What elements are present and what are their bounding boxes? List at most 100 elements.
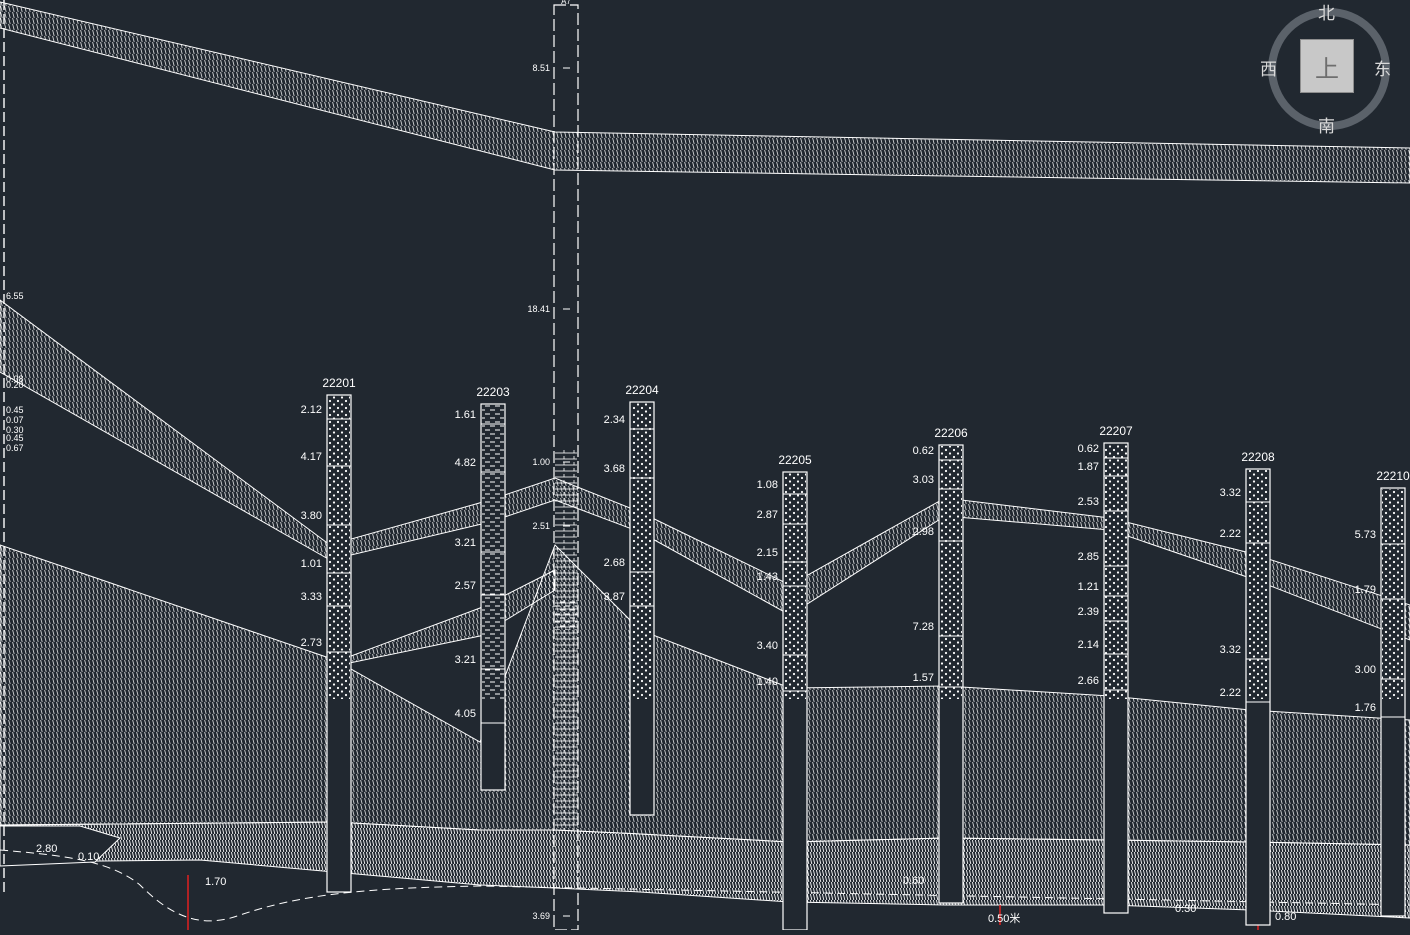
borehole-22208-thickness-1: 3.32 — [1220, 487, 1241, 499]
borehole-22206-thickness-5: 1.57 — [913, 672, 934, 684]
bottom-label-6: 0.30 — [1175, 903, 1196, 915]
view-cube-compass[interactable]: 上 北 南 东 西 — [1260, 2, 1392, 136]
edge-label-8: 0.67 — [6, 443, 24, 453]
borehole-22207-thickness-5: 1.21 — [1078, 581, 1099, 593]
borehole-fill-22207 — [1105, 444, 1127, 699]
dark-pocket — [0, 825, 121, 867]
view-cube-ring[interactable] — [1268, 8, 1390, 130]
borehole-22208-thickness-3: 3.32 — [1220, 644, 1241, 656]
borehole-22206-thickness-2: 3.03 — [913, 474, 934, 486]
borehole-22203-thickness-4: 2.57 — [455, 580, 476, 592]
borehole-fill-22208 — [1247, 470, 1269, 699]
edge-label-5: 0.07 — [6, 415, 24, 425]
borehole-fill-22201 — [328, 396, 350, 699]
borehole-22206-thickness-4: 7.28 — [913, 621, 934, 633]
main-column-thickness-1: 8.51 — [532, 63, 550, 73]
bottom-label-2: 0.10 — [78, 851, 99, 863]
borehole-22206-thickness-3: 2.98 — [913, 526, 934, 538]
lower-stratum-band — [0, 544, 1410, 846]
borehole-id-22206: 22206 — [934, 426, 968, 440]
borehole-22207-thickness-1: 0.62 — [1078, 443, 1099, 455]
borehole-22201-thickness-1: 2.12 — [301, 404, 322, 416]
upper-stratum-band — [0, 1, 1410, 184]
dashed-base-line — [0, 849, 1410, 922]
borehole-id-22201: 22201 — [322, 376, 356, 390]
borehole-22201-thickness-2: 4.17 — [301, 451, 322, 463]
compass-west-label[interactable]: 西 — [1260, 60, 1277, 79]
main-column-lithology — [555, 450, 577, 830]
borehole-22203-thickness-3: 3.21 — [455, 537, 476, 549]
view-cube-top-face[interactable]: 上 — [1300, 39, 1354, 93]
borehole-id-22203: 22203 — [476, 385, 510, 399]
borehole-id-22208: 22208 — [1241, 450, 1275, 464]
edge-label-1: 6.55 — [6, 291, 24, 301]
middle-stratum-band — [0, 299, 1410, 641]
borehole-id-22205: 22205 — [778, 453, 812, 467]
edge-label-7: 0.45 — [6, 433, 24, 443]
borehole-22201 — [326, 394, 352, 893]
borehole-id-22207: 22207 — [1099, 424, 1133, 438]
borehole-22205-thickness-6: 1.40 — [757, 676, 778, 688]
compass-east-label[interactable]: 东 — [1374, 60, 1391, 79]
borehole-22207-thickness-3: 2.53 — [1078, 496, 1099, 508]
main-column-thickness-2: 18.41 — [527, 304, 550, 314]
borehole-22201-thickness-3: 3.80 — [301, 510, 322, 522]
borehole-22206-thickness-1: 0.62 — [913, 445, 934, 457]
borehole-22205-thickness-1: 1.08 — [757, 479, 778, 491]
borehole-22204-thickness-4: 3.87 — [604, 591, 625, 603]
borehole-22201-thickness-5: 3.33 — [301, 591, 322, 603]
main-column-id: A7 — [561, 0, 571, 6]
borehole-22205-thickness-3: 2.15 — [757, 547, 778, 559]
borehole-22210-thickness-4: 1.76 — [1355, 702, 1376, 714]
edge-label-3: 0.20 — [6, 380, 24, 390]
borehole-22210 — [1380, 487, 1406, 917]
bottom-label-7: 0.80 — [1275, 911, 1296, 923]
borehole-22203 — [480, 403, 506, 791]
borehole-fill-22210 — [1382, 489, 1404, 699]
borehole-22210-thickness-3: 3.00 — [1355, 664, 1376, 676]
borehole-22208-thickness-2: 2.22 — [1220, 528, 1241, 540]
compass-north-label[interactable]: 北 — [1318, 4, 1335, 23]
borehole-22207-thickness-8: 2.66 — [1078, 675, 1099, 687]
borehole-22205-thickness-2: 2.87 — [757, 509, 778, 521]
borehole-fill-22206 — [940, 446, 962, 699]
edge-label-4: 0.45 — [6, 405, 24, 415]
bottom-label-4: 0.60 — [903, 875, 924, 887]
borehole-22207-thickness-2: 1.87 — [1078, 461, 1099, 473]
borehole-22201-thickness-6: 2.73 — [301, 637, 322, 649]
borehole-22204-thickness-2: 3.68 — [604, 463, 625, 475]
borehole-22210-thickness-1: 5.73 — [1355, 529, 1376, 541]
borehole-22203-thickness-1: 1.61 — [455, 409, 476, 421]
borehole-22208-thickness-4: 2.22 — [1220, 687, 1241, 699]
borehole-22207 — [1103, 442, 1129, 914]
borehole-id-22204: 22204 — [625, 383, 659, 397]
edge-label-6: 0.30 — [6, 425, 24, 435]
borehole-22201-thickness-4: 1.01 — [301, 558, 322, 570]
compass-south-label[interactable]: 南 — [1318, 117, 1335, 136]
borehole-22203-thickness-6: 4.05 — [455, 708, 476, 720]
borehole-fill-22204 — [631, 403, 653, 699]
borehole-22205-thickness-4: 1.43 — [757, 571, 778, 583]
bottom-label-3: 1.70 — [205, 876, 226, 888]
borehole-22203-thickness-5: 3.21 — [455, 654, 476, 666]
bottom-label-1: 2.80 — [36, 843, 57, 855]
borehole-22206 — [938, 444, 964, 904]
borehole-id-22210: 22210 — [1376, 469, 1410, 483]
main-column-thickness-3: 1.00 — [532, 457, 550, 467]
borehole-22205 — [782, 471, 808, 931]
basal-stratum-band — [0, 821, 1410, 919]
borehole-22204-thickness-1: 2.34 — [604, 414, 625, 426]
borehole-22207-thickness-7: 2.14 — [1078, 639, 1099, 651]
main-column-thickness-5: 3.69 — [532, 911, 550, 921]
borehole-22204 — [629, 401, 655, 816]
borehole-22210-thickness-2: 1.79 — [1355, 584, 1376, 596]
borehole-22207-thickness-6: 2.39 — [1078, 606, 1099, 618]
borehole-22204-thickness-3: 2.68 — [604, 557, 625, 569]
main-column-sand-segment — [555, 600, 577, 630]
borehole-22208 — [1245, 468, 1271, 926]
borehole-22203-thickness-2: 4.82 — [455, 457, 476, 469]
borehole-22205-thickness-5: 3.40 — [757, 640, 778, 652]
bottom-label-5: 0.50米 — [988, 912, 1020, 925]
